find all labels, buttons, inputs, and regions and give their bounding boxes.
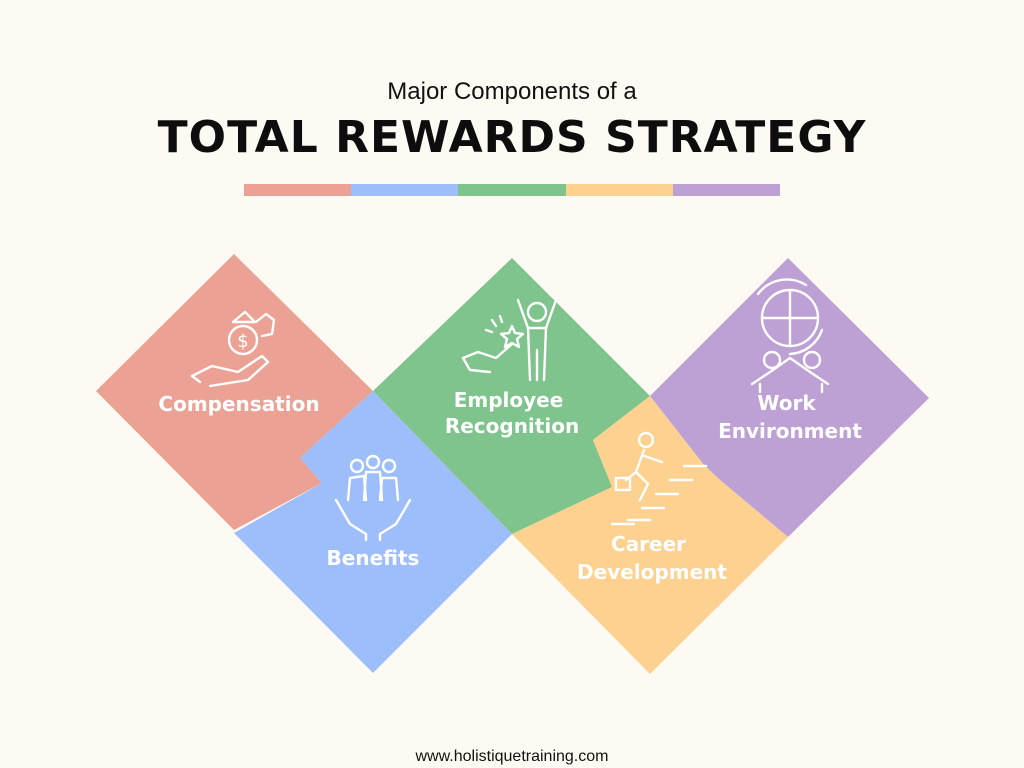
label-benefits-line: Benefits	[327, 546, 420, 570]
label-compensation-line: Compensation	[158, 392, 319, 416]
footer-url: www.holistiquetraining.com	[415, 748, 609, 765]
page-title: TOTAL REWARDS STRATEGY	[157, 112, 867, 163]
subtitle: Major Components of a	[387, 78, 637, 105]
diamond-compensation	[96, 254, 373, 530]
tile-career-development	[512, 396, 788, 674]
label-employee-recognition-line-1: Employee	[454, 388, 564, 412]
color-bar-segment-4	[565, 184, 673, 196]
label-compensation: Compensation	[158, 392, 319, 416]
label-benefits: Benefits	[327, 546, 420, 570]
color-bar	[244, 184, 781, 196]
label-employee-recognition: Employee Recognition	[445, 388, 579, 438]
tile-compensation	[96, 254, 373, 530]
label-work-environment-line-1: Work	[757, 391, 816, 415]
puzzle-team-icon	[750, 278, 830, 394]
label-work-environment-line-2: Environment	[718, 419, 862, 443]
people-in-hands-icon	[334, 454, 412, 542]
diamond-work-environment	[650, 258, 929, 537]
person-climbing-stairs-icon	[610, 431, 708, 526]
tile-work-environment	[650, 258, 929, 537]
label-work-environment: Work Environment	[718, 391, 862, 443]
svg-text:$: $	[237, 331, 248, 352]
color-bar-segment-1	[244, 184, 352, 196]
color-bar-segment-3	[458, 184, 566, 196]
money-bag-hand-icon: $	[190, 310, 276, 388]
label-employee-recognition-line-2: Recognition	[445, 414, 579, 438]
color-bar-segment-2	[351, 184, 459, 196]
celebrating-person-star-icon	[461, 298, 558, 382]
label-career-development-line-2: Development	[577, 560, 727, 584]
diamond-career-development	[512, 396, 788, 674]
tile-benefits	[234, 391, 512, 673]
label-career-development-line-1: Career	[611, 532, 686, 556]
diamond-benefits	[234, 391, 512, 673]
tile-employee-recognition	[373, 258, 650, 534]
label-career-development: Career Development	[577, 532, 727, 584]
diamond-employee-recognition	[373, 258, 650, 534]
color-bar-segment-5	[672, 184, 781, 196]
